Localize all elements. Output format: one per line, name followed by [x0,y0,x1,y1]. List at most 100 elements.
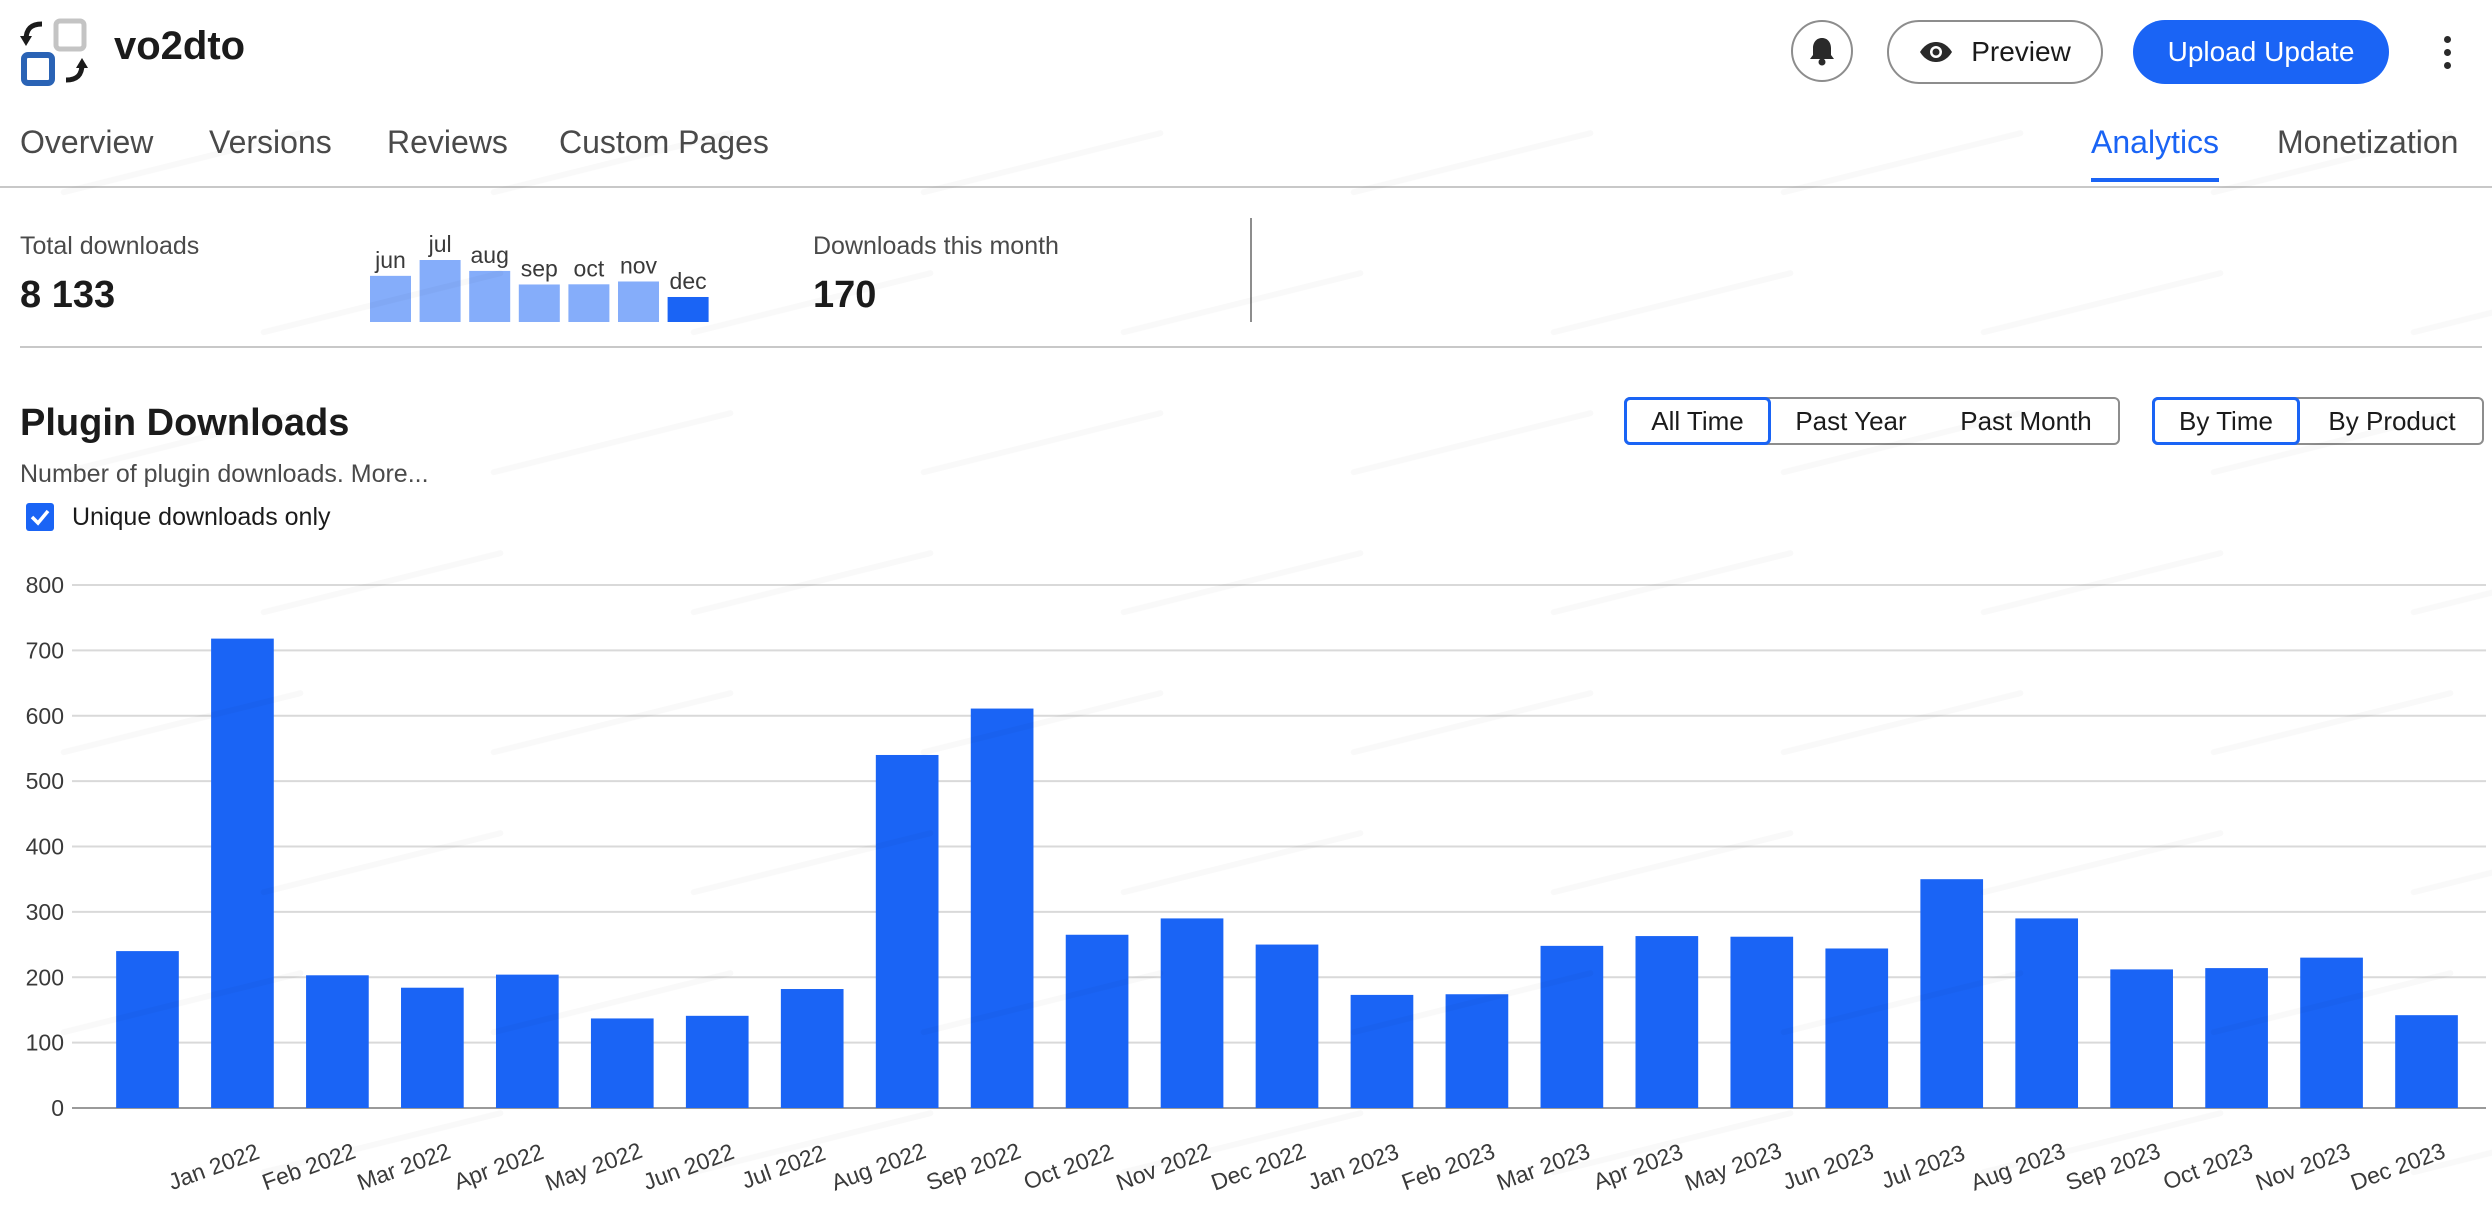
x-tick-label: Mar 2022 [354,1138,454,1196]
checkmark-icon [30,509,50,526]
upload-update-button[interactable]: Upload Update [2133,20,2389,84]
x-tick-label: Jun 2023 [1779,1138,1877,1195]
section-subtitle[interactable]: Number of plugin downloads. More... [20,460,429,488]
chart-bar[interactable] [1160,918,1224,1108]
y-tick-label: 200 [26,964,64,990]
chart-bar[interactable] [116,951,179,1108]
chart-bar[interactable] [1540,945,1604,1108]
sparkline-bar [419,260,461,322]
tab-bar: Overview Versions Reviews Custom Pages A… [0,118,2492,188]
chart-bar[interactable] [306,975,369,1108]
x-tick-label: May 2022 [542,1137,646,1196]
chart-bar[interactable] [1920,879,1984,1108]
x-tick-label: Oct 2022 [1020,1138,1117,1194]
chart-bar[interactable] [2015,918,2079,1108]
group-by-product[interactable]: By Product [2328,405,2456,436]
sync-squares-icon [20,18,88,86]
x-tick-label: Oct 2023 [2160,1138,2257,1194]
chart-bar[interactable] [1825,948,1889,1108]
y-tick-label: 800 [26,572,64,598]
x-tick-label: Jan 2023 [1304,1138,1402,1195]
app-header: vo2dto Preview Upload Update [0,0,2492,110]
tab-monetization[interactable]: Monetization [2277,124,2459,160]
chart-bar[interactable] [1065,934,1129,1108]
x-tick-label: May 2023 [1681,1137,1785,1196]
x-tick-label: Feb 2022 [259,1138,359,1196]
tab-custom-pages[interactable]: Custom Pages [559,124,769,160]
sparkline-bar [370,275,411,322]
x-tick-label: Jul 2022 [738,1139,829,1193]
notifications-button[interactable] [1791,20,1853,82]
y-tick-label: 0 [51,1095,64,1121]
chart-bar[interactable] [685,1015,749,1108]
kebab-menu-icon[interactable] [2432,28,2462,76]
chart-bar[interactable] [875,754,939,1108]
sparkline-month-label: dec [670,268,707,294]
y-tick-label: 500 [26,768,64,794]
x-tick-label: Aug 2023 [1967,1137,2068,1195]
chart-bar[interactable] [1445,994,1509,1108]
range-past-year[interactable]: Past Year [1795,405,1907,436]
x-tick-label: Aug 2022 [828,1137,929,1195]
preview-button[interactable]: Preview [1887,20,2103,84]
x-tick-label: Dec 2022 [1208,1137,1309,1195]
tab-overview[interactable]: Overview [20,124,154,160]
bell-icon [1810,38,1834,66]
chart-bar[interactable] [2110,969,2173,1108]
x-tick-label: Apr 2023 [1590,1138,1687,1194]
eye-icon [1920,42,1953,62]
x-tick-label: Apr 2022 [450,1138,547,1194]
range-past-month[interactable]: Past Month [1960,405,2092,436]
tab-versions[interactable]: Versions [209,124,332,160]
y-tick-label: 600 [26,703,64,729]
sparkline-month-label: oct [574,255,605,281]
downloads-this-month-value: 170 [813,274,877,316]
section-title: Plugin Downloads [20,402,350,444]
y-tick-label: 700 [26,637,64,663]
preview-label: Preview [1971,36,2071,67]
chart-bar[interactable] [495,974,559,1108]
group-segmented-control: By Time By Product [2152,397,2484,445]
range-all-time[interactable]: All Time [1624,397,1771,445]
x-tick-label: Sep 2022 [923,1137,1024,1195]
chart-bar[interactable] [2395,1015,2458,1108]
x-tick-label: Jun 2022 [640,1138,738,1195]
chart-bar[interactable] [1350,994,1414,1108]
x-tick-label: Nov 2022 [1113,1137,1214,1195]
chart-bar[interactable] [2205,968,2268,1108]
chart-bar[interactable] [1730,936,1794,1108]
chart-bar[interactable] [780,989,844,1108]
tab-analytics[interactable]: Analytics [2091,124,2220,182]
sparkline-month-label: jun [374,247,406,273]
group-by-time[interactable]: By Time [2152,397,2300,445]
chart-bar[interactable] [1255,944,1319,1108]
chart-bar[interactable] [970,708,1034,1108]
y-tick-label: 400 [26,834,64,860]
unique-downloads-label: Unique downloads only [72,503,331,531]
chart-bar[interactable] [211,638,274,1108]
chart-bar[interactable] [2300,957,2363,1108]
x-tick-label: Nov 2023 [2252,1137,2353,1195]
x-tick-label: Feb 2023 [1398,1138,1498,1196]
tab-reviews[interactable]: Reviews [387,124,508,160]
app-title: vo2dto [114,24,246,68]
downloads-this-month-label: Downloads this month [813,232,1059,260]
chart-bar[interactable] [401,987,464,1108]
total-downloads-value: 8 133 [20,274,116,316]
x-tick-label: Jan 2022 [165,1138,263,1195]
y-tick-label: 300 [26,899,64,925]
total-downloads-label: Total downloads [20,232,200,260]
chart-bar[interactable] [590,1018,654,1108]
sparkline-bar [469,270,511,322]
x-tick-label: Jul 2023 [1878,1139,1969,1193]
x-tick-label: Sep 2023 [2062,1137,2163,1195]
x-tick-label: Dec 2023 [2347,1137,2448,1195]
sparkline-month-label: nov [620,252,658,278]
x-tick-label: Mar 2023 [1493,1138,1593,1196]
sparkline-bar [667,296,709,322]
sparkline-bar [518,284,560,322]
chart-bar[interactable] [1635,936,1699,1108]
stats-row: Total downloads 8 133 jun jul aug sep oct nov… [20,200,2482,348]
unique-downloads-checkbox[interactable] [26,503,54,531]
